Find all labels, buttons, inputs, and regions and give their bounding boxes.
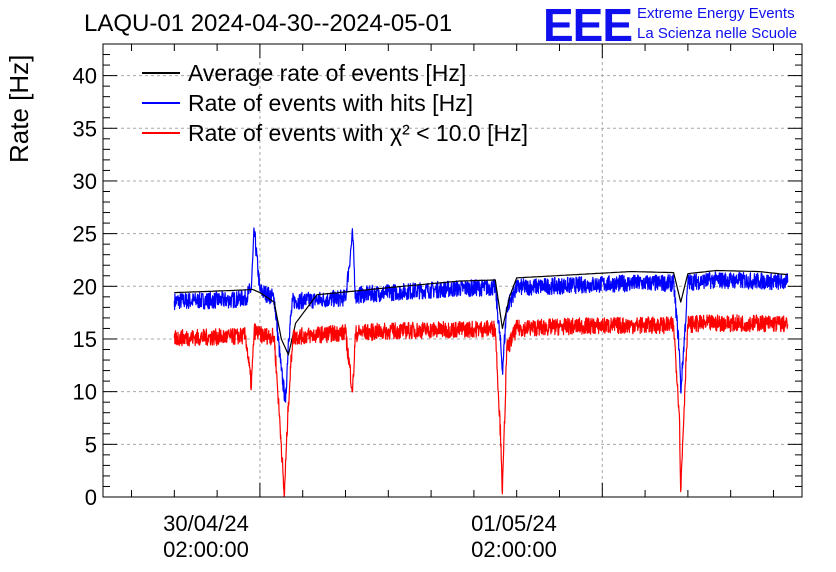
axis-frame (102, 43, 803, 498)
legend-swatch-chi2 (142, 132, 180, 134)
y-tick-label: 20 (73, 274, 97, 299)
x-tick-label-2: 01/05/24 02:00:00 (444, 511, 584, 563)
y-tick-label: 25 (73, 222, 97, 247)
legend-item-chi2: Rate of events with χ² < 10.0 [Hz] (142, 119, 528, 147)
y-tick-label: 10 (73, 380, 97, 405)
legend-item-hits: Rate of events with hits [Hz] (142, 89, 473, 117)
eee-logo: EEE (543, 0, 633, 51)
y-tick-label: 5 (85, 432, 97, 457)
x-tick-time-2: 02:00:00 (471, 537, 557, 562)
y-tick-label: 0 (85, 485, 97, 510)
legend-swatch-hits (142, 102, 180, 104)
x-tick-time-1: 02:00:00 (163, 537, 249, 562)
series-line-1 (174, 269, 788, 356)
legend-label-average: Average rate of events [Hz] (188, 59, 467, 86)
series-line-2 (173, 314, 789, 498)
legend-swatch-average (142, 72, 180, 74)
y-axis-label: Rate [Hz] (4, 54, 34, 163)
series-line-0 (173, 227, 789, 403)
x-tick-date-1: 30/04/24 (163, 511, 249, 536)
logo-line-2: La Scienza nelle Scuole (637, 25, 798, 42)
y-tick-label: 15 (73, 327, 97, 352)
legend-item-average: Average rate of events [Hz] (142, 59, 466, 87)
x-tick-date-2: 01/05/24 (471, 511, 557, 536)
y-tick-label: 30 (73, 169, 97, 194)
legend-label-chi2: Rate of events with χ² < 10.0 [Hz] (188, 119, 528, 146)
series-lines (173, 227, 789, 498)
legend-label-hits: Rate of events with hits [Hz] (188, 89, 474, 116)
y-tick-labels: 0 5 10 15 20 25 30 35 40 (73, 64, 97, 510)
y-tick-label: 40 (73, 64, 97, 89)
x-tick-label-1: 30/04/24 02:00:00 (136, 511, 276, 563)
chart-title: LAQU-01 2024-04-30--2024-05-01 (84, 10, 453, 37)
y-tick-label: 35 (73, 116, 97, 141)
logo-line-1: Extreme Energy Events (637, 5, 795, 22)
plot-frame (102, 43, 803, 498)
